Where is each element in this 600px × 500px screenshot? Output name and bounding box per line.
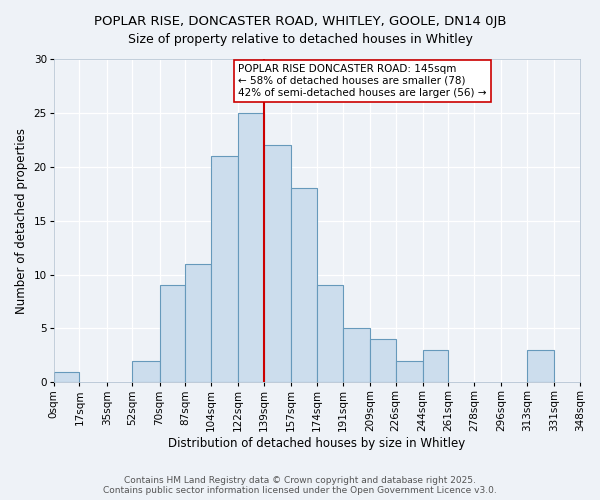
Bar <box>160 286 185 382</box>
Bar <box>291 188 317 382</box>
Bar <box>264 145 291 382</box>
X-axis label: Distribution of detached houses by size in Whitley: Distribution of detached houses by size … <box>168 437 466 450</box>
Bar <box>238 113 264 382</box>
Bar <box>370 340 395 382</box>
Bar <box>54 372 79 382</box>
Bar <box>423 350 448 382</box>
Bar <box>343 328 370 382</box>
Text: POPLAR RISE, DONCASTER ROAD, WHITLEY, GOOLE, DN14 0JB: POPLAR RISE, DONCASTER ROAD, WHITLEY, GO… <box>94 15 506 28</box>
Bar <box>317 286 343 382</box>
Bar <box>395 361 423 382</box>
Text: Size of property relative to detached houses in Whitley: Size of property relative to detached ho… <box>128 32 472 46</box>
Bar <box>133 361 160 382</box>
Bar <box>185 264 211 382</box>
Text: Contains HM Land Registry data © Crown copyright and database right 2025.
Contai: Contains HM Land Registry data © Crown c… <box>103 476 497 495</box>
Bar <box>211 156 238 382</box>
Y-axis label: Number of detached properties: Number of detached properties <box>15 128 28 314</box>
Text: POPLAR RISE DONCASTER ROAD: 145sqm
← 58% of detached houses are smaller (78)
42%: POPLAR RISE DONCASTER ROAD: 145sqm ← 58%… <box>238 64 487 98</box>
Bar <box>527 350 554 382</box>
